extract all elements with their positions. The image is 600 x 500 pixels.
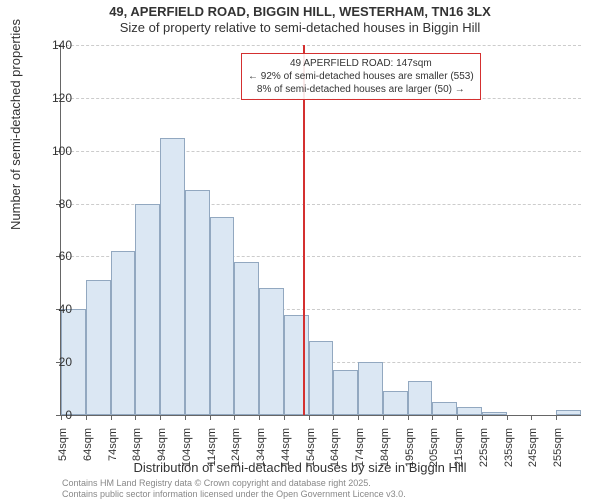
histogram-bar: [457, 407, 482, 415]
xtick-mark: [507, 415, 508, 420]
histogram-bar: [358, 362, 383, 415]
chart-title-line1: 49, APERFIELD ROAD, BIGGIN HILL, WESTERH…: [0, 4, 600, 19]
histogram-bar: [284, 315, 309, 415]
histogram-bar: [160, 138, 185, 416]
ytick-label: 60: [32, 249, 72, 263]
xtick-label: 195sqm: [404, 428, 416, 483]
histogram-bar: [408, 381, 433, 415]
xtick-label: 114sqm: [206, 428, 218, 483]
xtick-label: 94sqm: [156, 428, 168, 483]
histogram-bar: [383, 391, 408, 415]
histogram-bar: [259, 288, 284, 415]
xtick-label: 154sqm: [305, 428, 317, 483]
ytick-label: 140: [32, 38, 72, 52]
xtick-label: 74sqm: [107, 428, 119, 483]
ytick-label: 80: [32, 197, 72, 211]
xtick-label: 184sqm: [379, 428, 391, 483]
ytick-label: 100: [32, 144, 72, 158]
xtick-label: 64sqm: [82, 428, 94, 483]
ytick-label: 40: [32, 302, 72, 316]
histogram-bar: [556, 410, 581, 415]
xtick-label: 54sqm: [57, 428, 69, 483]
histogram-bar: [86, 280, 111, 415]
xtick-label: 164sqm: [329, 428, 341, 483]
annotation-line3: 8% of semi-detached houses are larger (5…: [248, 83, 474, 96]
xtick-mark: [531, 415, 532, 420]
chart-container: 49, APERFIELD ROAD, BIGGIN HILL, WESTERH…: [0, 0, 600, 500]
ytick-label: 0: [32, 408, 72, 422]
xtick-mark: [309, 415, 310, 420]
xtick-mark: [482, 415, 483, 420]
plot-area: 49 APERFIELD ROAD: 147sqm← 92% of semi-d…: [60, 45, 581, 416]
xtick-label: 134sqm: [255, 428, 267, 483]
xtick-mark: [383, 415, 384, 420]
chart-title-line2: Size of property relative to semi-detach…: [0, 20, 600, 35]
histogram-bar: [210, 217, 235, 415]
xtick-mark: [135, 415, 136, 420]
xtick-mark: [160, 415, 161, 420]
xtick-label: 205sqm: [428, 428, 440, 483]
histogram-bar: [309, 341, 334, 415]
xtick-label: 104sqm: [181, 428, 193, 483]
annotation-box: 49 APERFIELD ROAD: 147sqm← 92% of semi-d…: [241, 53, 481, 100]
xtick-mark: [86, 415, 87, 420]
gridline: [61, 45, 581, 46]
xtick-label: 215sqm: [453, 428, 465, 483]
ytick-label: 20: [32, 355, 72, 369]
histogram-bar: [111, 251, 136, 415]
histogram-bar: [333, 370, 358, 415]
histogram-bar: [234, 262, 259, 415]
xtick-label: 235sqm: [503, 428, 515, 483]
annotation-line1: 49 APERFIELD ROAD: 147sqm: [248, 57, 474, 70]
histogram-bar: [432, 402, 457, 415]
xtick-mark: [333, 415, 334, 420]
footnote-line2: Contains public sector information licen…: [62, 489, 406, 500]
xtick-label: 225sqm: [478, 428, 490, 483]
xtick-label: 144sqm: [280, 428, 292, 483]
annotation-line2: ← 92% of semi-detached houses are smalle…: [248, 70, 474, 83]
xtick-label: 255sqm: [552, 428, 564, 483]
xtick-mark: [210, 415, 211, 420]
xtick-mark: [284, 415, 285, 420]
xtick-label: 174sqm: [354, 428, 366, 483]
xtick-label: 245sqm: [527, 428, 539, 483]
reference-line: [303, 45, 305, 415]
xtick-mark: [234, 415, 235, 420]
xtick-mark: [259, 415, 260, 420]
y-axis-label: Number of semi-detached properties: [8, 19, 23, 230]
xtick-label: 84sqm: [131, 428, 143, 483]
xtick-mark: [185, 415, 186, 420]
histogram-bar: [185, 190, 210, 415]
xtick-mark: [111, 415, 112, 420]
xtick-mark: [457, 415, 458, 420]
xtick-mark: [358, 415, 359, 420]
xtick-label: 124sqm: [230, 428, 242, 483]
xtick-mark: [408, 415, 409, 420]
xtick-mark: [556, 415, 557, 420]
histogram-bar: [482, 412, 507, 415]
gridline: [61, 151, 581, 152]
xtick-mark: [432, 415, 433, 420]
histogram-bar: [135, 204, 160, 415]
ytick-label: 120: [32, 91, 72, 105]
